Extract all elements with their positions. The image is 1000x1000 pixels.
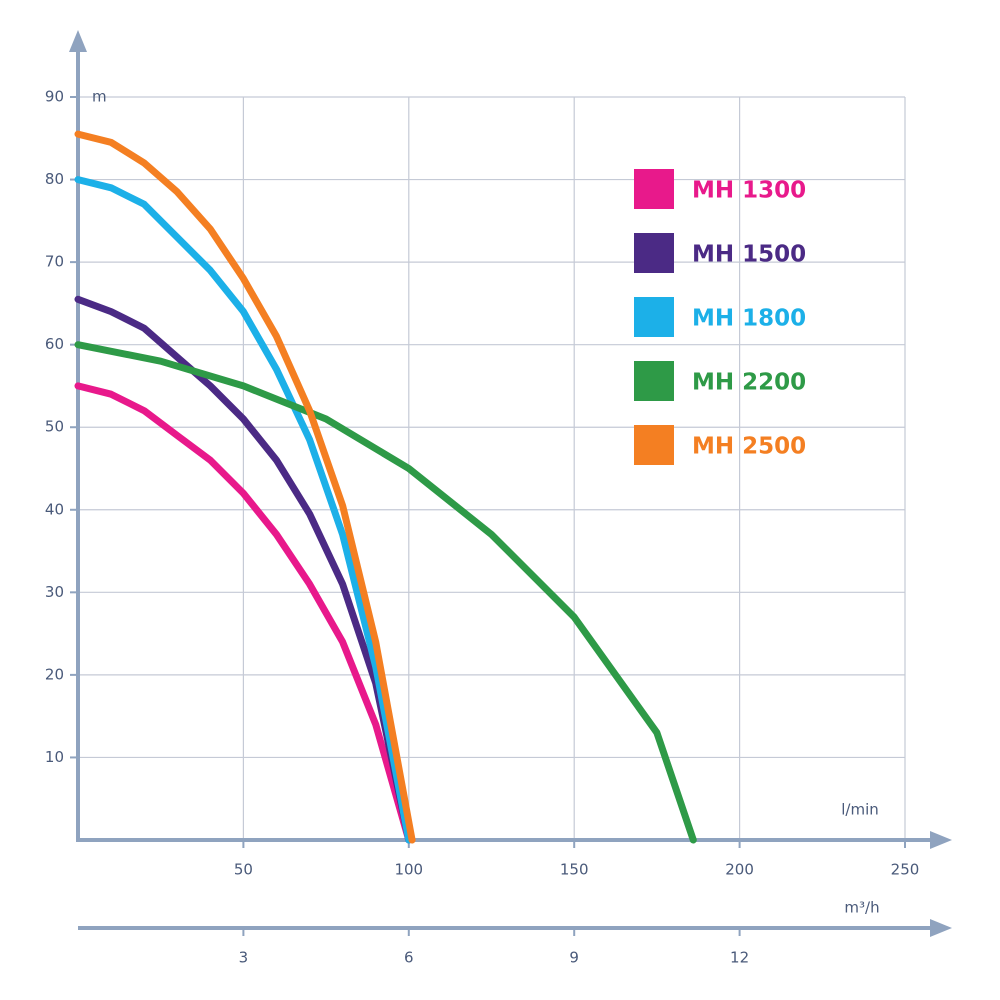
- x2-arrow: [930, 919, 952, 937]
- legend-swatch: [634, 233, 674, 273]
- x-tick-label: 150: [560, 861, 589, 879]
- x-arrow: [930, 831, 952, 849]
- x2-tick-label: 9: [569, 949, 579, 967]
- legend-swatch: [634, 169, 674, 209]
- y-tick-label: 80: [45, 170, 64, 188]
- curve: [74, 176, 413, 844]
- y-tick-label: 70: [45, 253, 64, 271]
- curve: [74, 382, 413, 844]
- x-tick-label: 100: [394, 861, 423, 879]
- y-arrow: [69, 30, 87, 52]
- x-tick-label: 50: [234, 861, 253, 879]
- x-axis-label: l/min: [841, 801, 879, 819]
- x2-tick-label: 6: [404, 949, 414, 967]
- curve: [74, 130, 416, 844]
- legend-label: MH 2200: [692, 370, 806, 396]
- axes: [69, 30, 952, 937]
- curve: [74, 341, 697, 844]
- y-tick-label: 50: [45, 418, 64, 436]
- legend-swatch: [634, 361, 674, 401]
- legend-label: MH 2500: [692, 434, 806, 460]
- x2-tick-label: 3: [239, 949, 249, 967]
- y-tick-label: 60: [45, 335, 64, 353]
- y-tick-label: 90: [45, 88, 64, 106]
- legend-swatch: [634, 297, 674, 337]
- legend-label: MH 1800: [692, 306, 806, 332]
- x-tick-label: 250: [891, 861, 920, 879]
- x-tick-label: 200: [725, 861, 754, 879]
- y-tick-label: 10: [45, 748, 64, 766]
- legend-swatch: [634, 425, 674, 465]
- grid: [78, 96, 906, 840]
- y-axis-label: m: [92, 88, 107, 106]
- legend-label: MH 1300: [692, 178, 806, 204]
- y-tick-label: 20: [45, 665, 64, 683]
- y-tick-label: 30: [45, 583, 64, 601]
- legend-label: MH 1500: [692, 242, 806, 268]
- x2-tick-label: 12: [730, 949, 749, 967]
- y-tick-label: 40: [45, 500, 64, 518]
- x2-axis-label: m³/h: [844, 899, 879, 917]
- curve: [74, 295, 413, 844]
